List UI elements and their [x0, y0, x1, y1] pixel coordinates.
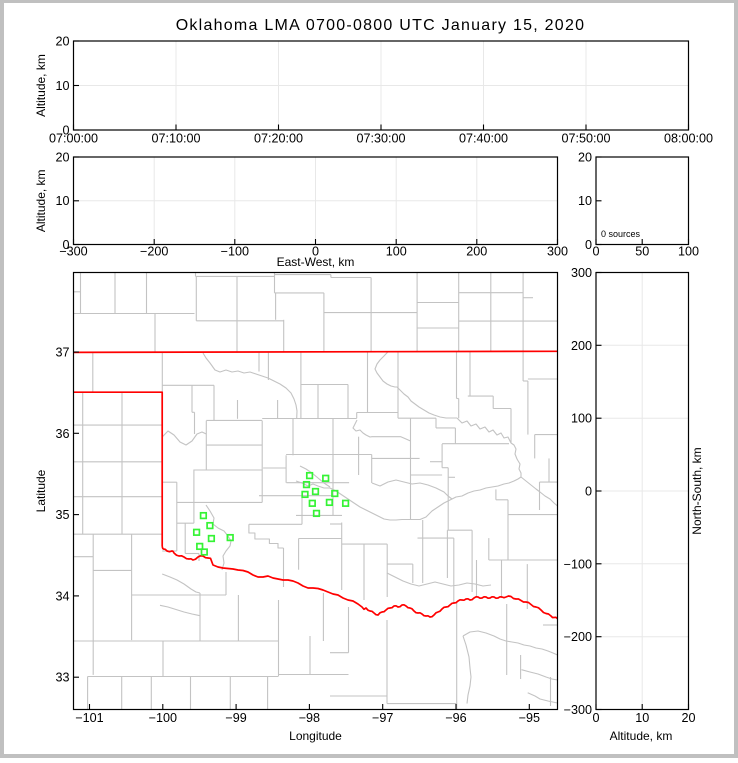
svg-text:0: 0 — [585, 238, 592, 252]
svg-text:0: 0 — [312, 245, 319, 259]
svg-text:−100: −100 — [564, 557, 592, 571]
svg-text:300: 300 — [547, 245, 568, 259]
svg-text:East-West, km: East-West, km — [277, 255, 355, 269]
svg-text:0: 0 — [62, 238, 69, 252]
svg-text:Altitude, km: Altitude, km — [610, 729, 673, 743]
svg-text:Oklahoma LMA 0700-0800 UTC Jan: Oklahoma LMA 0700-0800 UTC January 15, 2… — [176, 17, 586, 34]
svg-text:Longitude: Longitude — [289, 729, 342, 743]
svg-text:20: 20 — [55, 151, 69, 165]
svg-text:08:00:00: 08:00:00 — [664, 132, 713, 146]
svg-text:10: 10 — [635, 711, 649, 725]
svg-text:0: 0 — [585, 485, 592, 499]
svg-text:−96: −96 — [445, 711, 466, 725]
svg-text:0: 0 — [62, 124, 69, 138]
svg-text:0 sources: 0 sources — [601, 229, 641, 239]
svg-text:−200: −200 — [564, 630, 592, 644]
svg-text:North-South, km: North-South, km — [690, 447, 704, 534]
svg-text:−300: −300 — [59, 245, 87, 259]
svg-text:20: 20 — [681, 711, 695, 725]
svg-text:50: 50 — [635, 245, 649, 259]
svg-text:33: 33 — [55, 671, 69, 685]
svg-text:36: 36 — [55, 427, 69, 441]
svg-text:−101: −101 — [75, 711, 103, 725]
svg-text:100: 100 — [571, 412, 592, 426]
svg-text:07:40:00: 07:40:00 — [459, 132, 508, 146]
svg-text:100: 100 — [386, 245, 407, 259]
svg-text:20: 20 — [55, 35, 69, 49]
svg-text:−95: −95 — [519, 711, 540, 725]
svg-text:−200: −200 — [140, 245, 168, 259]
svg-text:−98: −98 — [299, 711, 320, 725]
svg-text:20: 20 — [578, 151, 592, 165]
svg-text:Altitude, km: Altitude, km — [34, 169, 48, 232]
svg-text:100: 100 — [678, 245, 699, 259]
svg-text:10: 10 — [55, 79, 69, 93]
svg-text:0: 0 — [592, 245, 599, 259]
svg-text:−300: −300 — [564, 703, 592, 717]
svg-text:07:10:00: 07:10:00 — [151, 132, 200, 146]
svg-text:Altitude, km: Altitude, km — [34, 54, 48, 117]
svg-text:10: 10 — [578, 194, 592, 208]
svg-text:07:30:00: 07:30:00 — [356, 132, 405, 146]
svg-text:10: 10 — [55, 194, 69, 208]
svg-text:−99: −99 — [225, 711, 246, 725]
svg-text:200: 200 — [466, 245, 487, 259]
svg-text:07:20:00: 07:20:00 — [254, 132, 303, 146]
svg-text:200: 200 — [571, 339, 592, 353]
svg-text:−97: −97 — [372, 711, 393, 725]
svg-text:300: 300 — [571, 266, 592, 280]
svg-text:0: 0 — [592, 711, 599, 725]
svg-text:Latitude: Latitude — [34, 469, 48, 512]
svg-text:07:50:00: 07:50:00 — [561, 132, 610, 146]
svg-text:34: 34 — [55, 589, 69, 603]
svg-text:37: 37 — [55, 346, 69, 360]
svg-text:35: 35 — [55, 508, 69, 522]
svg-text:07:00:00: 07:00:00 — [49, 132, 98, 146]
svg-text:−100: −100 — [149, 711, 177, 725]
svg-text:−100: −100 — [221, 245, 249, 259]
